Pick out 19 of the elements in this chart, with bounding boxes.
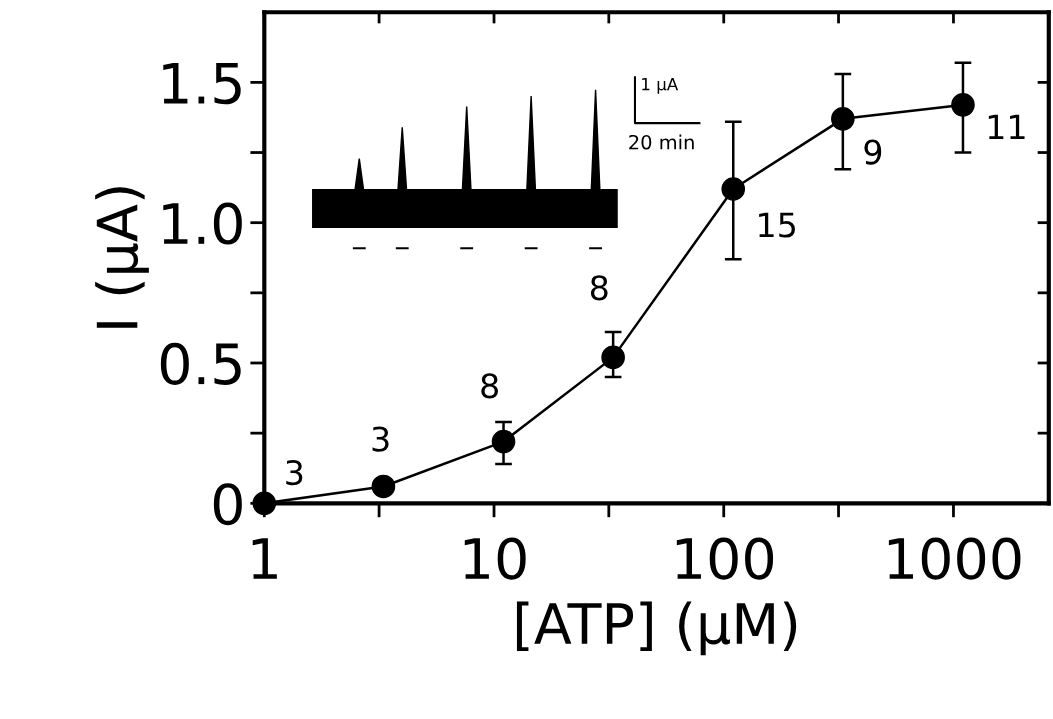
annotation: 3 bbox=[286, 459, 303, 486]
annotation: 8 bbox=[590, 275, 608, 301]
x-tick-label: 1 bbox=[252, 538, 277, 579]
x-tick-label: 100 bbox=[676, 537, 774, 580]
annotation: 8 bbox=[481, 373, 498, 399]
x-tick-label: 1000 bbox=[888, 537, 1021, 580]
y-tick-label: 1.5 bbox=[163, 62, 241, 105]
y-tick-label: 0.5 bbox=[160, 342, 241, 385]
annotation: 15 bbox=[759, 212, 795, 238]
y-tick-label: 1.0 bbox=[163, 202, 242, 245]
y-tick-label: 0 bbox=[213, 483, 242, 526]
annotation: 3 bbox=[372, 426, 389, 452]
y-axis-title: I (µA) bbox=[95, 187, 149, 328]
x-tick-label: 10 bbox=[464, 537, 526, 580]
x-axis-title: [ATP] (µM) bbox=[516, 601, 797, 656]
annotation: 1 µA bbox=[642, 78, 679, 94]
annotation: 11 bbox=[988, 114, 1025, 140]
annotation: 20 min bbox=[629, 134, 694, 150]
annotation: 9 bbox=[864, 139, 882, 165]
